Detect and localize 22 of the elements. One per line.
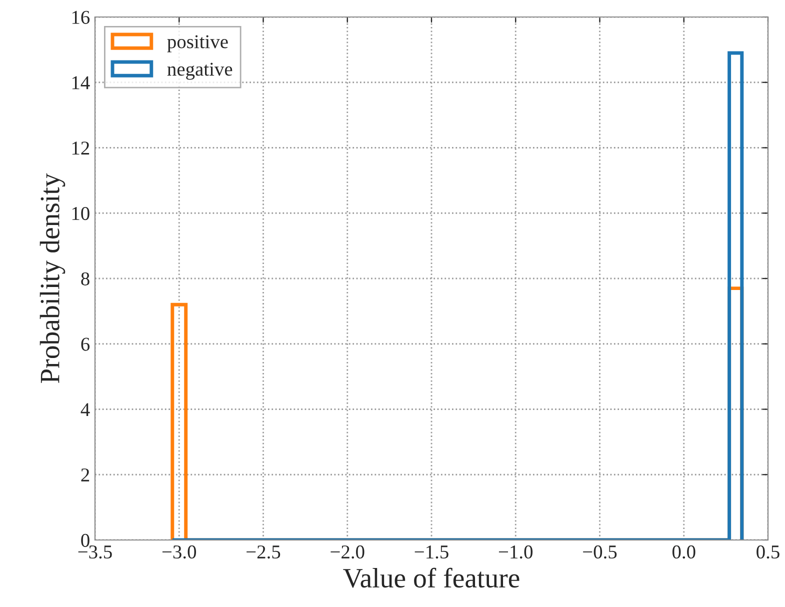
y-tick-label: 0 [81,534,90,547]
x-tick-label: 0.5 [756,545,780,559]
x-tick-label: 0.0 [672,545,696,559]
y-tick-label: 8 [81,272,90,286]
x-tick-label: −2.5 [246,545,280,559]
y-tick-label: 10 [72,206,90,220]
y-tick-label: 16 [72,10,90,24]
y-tick-label: 6 [81,338,90,351]
x-axis-title: Value of feature [343,568,520,588]
y-tick-label: 12 [72,142,90,154]
x-tick-label: −1.5 [414,546,448,559]
y-axis-title: Probability density [40,173,66,384]
y-tick-label: 4 [80,403,90,416]
legend-label: positive [167,35,228,52]
x-tick-label: −3.0 [162,545,196,559]
y-tick-label: 2 [81,468,90,482]
x-tick-label: −0.5 [583,545,617,559]
x-tick-label: −1.0 [498,545,533,559]
y-tick-label: 14 [72,76,90,90]
x-tick-label: −3.5 [78,545,112,559]
x-tick-label: −2.0 [330,545,364,559]
legend-label: negative [167,62,232,80]
